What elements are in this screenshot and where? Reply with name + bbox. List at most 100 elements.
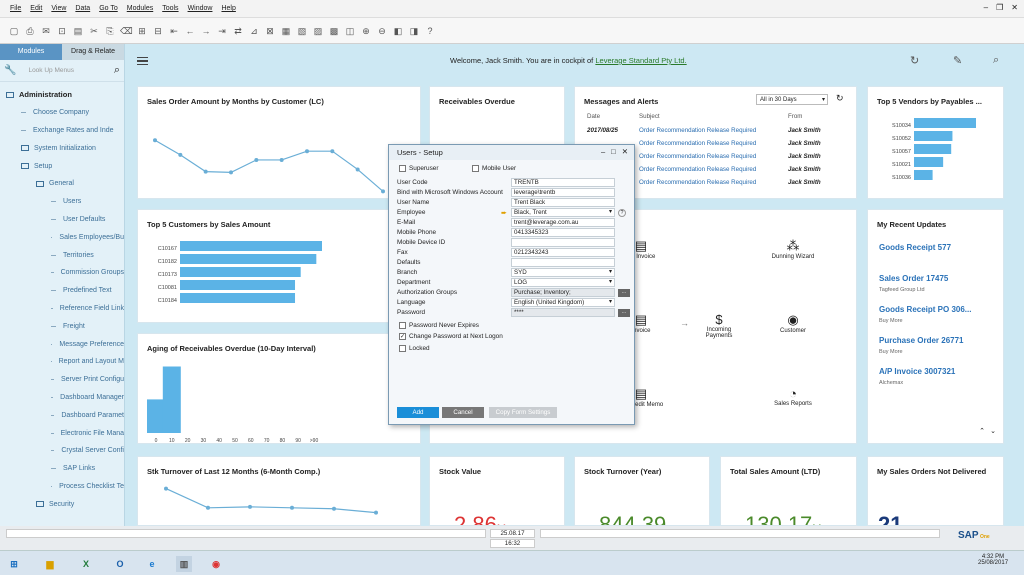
sidebar-item-dashboard-manager[interactable]: Dashboard Manager — [0, 389, 124, 407]
excel-icon[interactable]: X — [82, 559, 89, 569]
info-icon[interactable]: ? — [618, 209, 626, 217]
sidebar-item-choose-company[interactable]: Choose Company — [0, 104, 124, 122]
authorization-groups-field[interactable]: Purchase; Inventory; — [511, 288, 615, 297]
recent-update-link[interactable]: Goods Receipt 577 — [879, 243, 952, 252]
toolbar-tool-21-icon[interactable]: ▩ — [329, 25, 339, 36]
sidebar-item-sales-employees-bu[interactable]: Sales Employees/Bu — [0, 228, 124, 246]
sidebar-item-sap-links[interactable]: SAP Links — [0, 460, 124, 478]
pencil-icon[interactable]: ✎ — [953, 55, 963, 67]
employee-field[interactable]: Black, Trent — [511, 208, 615, 217]
sidebar-item-exchange-rates-and-inde[interactable]: Exchange Rates and Inde — [0, 122, 124, 140]
employee-link-arrow-icon[interactable]: ➨ — [501, 210, 507, 217]
locked-checkbox[interactable] — [399, 345, 406, 352]
sidebar-item-crystal-server-confi[interactable]: Crystal Server Confi — [0, 442, 124, 460]
maximize-icon[interactable]: □ — [611, 147, 616, 156]
restore-icon[interactable]: ❐ — [996, 3, 1004, 12]
toolbar-tool-12-icon[interactable]: ← — [185, 25, 195, 36]
language-field[interactable]: English (United Kingdom) — [511, 298, 615, 307]
toolbar-tool-3-icon[interactable]: ✉ — [42, 25, 50, 36]
password-browse-button[interactable]: ... — [618, 309, 630, 317]
add-button[interactable]: Add — [397, 407, 439, 418]
sidebar-item-general[interactable]: General — [0, 175, 124, 193]
user-name-field[interactable]: Trent Black — [511, 198, 615, 207]
message-row[interactable]: 2017/08/25 Order Recommendation Release R… — [585, 127, 835, 139]
password-never-expires-checkbox[interactable] — [399, 322, 406, 329]
hamburger-icon[interactable] — [137, 57, 148, 65]
toolbar-tool-11-icon[interactable]: ⇤ — [170, 25, 178, 36]
company-link[interactable]: Leverage Standard Pty Ltd. — [595, 56, 687, 65]
toolbar-tool-5-icon[interactable]: ▤ — [73, 25, 83, 36]
tab-drag-relate[interactable]: Drag & Relate — [62, 44, 124, 60]
minimize-icon[interactable]: – — [601, 147, 606, 156]
mobile-phone-field[interactable]: 0413345323 — [511, 228, 615, 237]
sidebar-item-commission-groups[interactable]: Commission Groups — [0, 264, 124, 282]
menu-window[interactable]: Window — [187, 5, 213, 12]
sidebar-item-reference-field-link[interactable]: Reference Field Link — [0, 300, 124, 318]
sidebar-item-process-checklist-te[interactable]: Process Checklist Te — [0, 478, 124, 496]
sidebar-item-electronic-file-mana[interactable]: Electronic File Mana — [0, 424, 124, 442]
toolbar-tool-22-icon[interactable]: ◫ — [345, 25, 355, 36]
search-input[interactable]: Look Up Menus — [28, 66, 74, 74]
superuser-checkbox[interactable] — [399, 165, 406, 172]
toolbar-tool-8-icon[interactable]: ⌫ — [120, 25, 133, 36]
message-row[interactable]: Order Recommendation Release Required Jac… — [585, 166, 835, 178]
toolbar-tool-13-icon[interactable]: → — [201, 25, 211, 36]
message-row[interactable]: Order Recommendation Release Required Jac… — [585, 140, 835, 152]
toolbar-tool-19-icon[interactable]: ▧ — [297, 25, 307, 36]
branch-field[interactable]: SYD — [511, 268, 615, 277]
sidebar-item-dashboard-paramet[interactable]: Dashboard Paramet — [0, 406, 124, 424]
message-filter-select[interactable]: All in 30 Days ▾ — [756, 94, 828, 105]
menu-data[interactable]: Data — [75, 5, 91, 12]
recent-update-link[interactable]: Purchase Order 26771 — [879, 336, 964, 345]
sidebar-item-administration[interactable]: Administration — [0, 86, 124, 104]
mobile-device-id-field[interactable] — [511, 238, 615, 247]
sidebar-item-predefined-text[interactable]: Predefined Text — [0, 282, 124, 300]
toolbar-tool-24-icon[interactable]: ⊖ — [378, 25, 386, 36]
dunning-node[interactable]: ⁂ Dunning Wizard — [768, 238, 818, 260]
tab-modules[interactable]: Modules — [0, 44, 62, 60]
toolbar-tool-25-icon[interactable]: ◧ — [393, 25, 403, 36]
outlook-icon[interactable]: O — [116, 559, 124, 569]
menu-help[interactable]: Help — [221, 5, 236, 12]
cancel-button[interactable]: Cancel — [442, 407, 484, 418]
chevron-up-icon[interactable]: ⌃ — [979, 428, 985, 435]
toolbar-tool-2-icon[interactable]: ⎙ — [26, 25, 34, 36]
menu-edit[interactable]: Edit — [30, 5, 43, 12]
message-row[interactable]: Order Recommendation Release Required Jac… — [585, 153, 835, 165]
toolbar-tool-20-icon[interactable]: ▨ — [313, 25, 323, 36]
sidebar-item-users[interactable]: Users — [0, 193, 124, 211]
sidebar-item-report-and-layout-m[interactable]: Report and Layout M — [0, 353, 124, 371]
change-password-checkbox[interactable]: ✓ — [399, 333, 406, 340]
toolbar-tool-1-icon[interactable]: ▢ — [9, 25, 19, 36]
sidebar-item-setup[interactable]: Setup — [0, 157, 124, 175]
copy-form-settings-button[interactable]: Copy Form Settings — [489, 407, 557, 418]
recent-update-link[interactable]: A/P Invoice 3007321 — [879, 367, 956, 376]
sales-reports-node[interactable]: ◔ Sales Reports — [768, 386, 818, 407]
user-code-field[interactable]: TRENTB — [511, 178, 615, 187]
chevron-down-icon[interactable]: ⌄ — [990, 428, 996, 435]
menu-go-to[interactable]: Go To — [99, 5, 118, 12]
message-row[interactable]: Order Recommendation Release Required Jac… — [585, 179, 835, 191]
ap-invoice-node[interactable]: ▤ AP Invoice — [616, 238, 666, 260]
sidebar-item-territories[interactable]: Territories — [0, 246, 124, 264]
e-mail-field[interactable]: trent@leverage.com.au — [511, 218, 615, 227]
sidebar-item-user-defaults[interactable]: User Defaults — [0, 211, 124, 229]
toolbar-tool-15-icon[interactable]: ⇄ — [234, 25, 242, 36]
fax-field[interactable]: 0212343243 — [511, 248, 615, 257]
toolbar-tool-18-icon[interactable]: ▦ — [281, 25, 291, 36]
menu-tools[interactable]: Tools — [162, 5, 179, 12]
menu-modules[interactable]: Modules — [126, 5, 154, 12]
auth-groups-browse-button[interactable]: ... — [618, 289, 630, 297]
department-field[interactable]: LOG — [511, 278, 615, 287]
toolbar-tool-7-icon[interactable]: ⎘ — [106, 25, 114, 36]
recent-update-link[interactable]: Sales Order 17475 — [879, 274, 949, 283]
incoming-payments-node[interactable]: $ Incoming Payments — [694, 312, 744, 339]
search-icon[interactable]: ⌕ — [113, 64, 120, 76]
sidebar-item-message-preference[interactable]: Message Preference — [0, 335, 124, 353]
sidebar-item-server-print-configu[interactable]: Server Print Configu — [0, 371, 124, 389]
toolbar-tool-10-icon[interactable]: ⊟ — [154, 25, 162, 36]
recent-update-link[interactable]: Goods Receipt PO 306... — [879, 305, 972, 314]
toolbar-tool-26-icon[interactable]: ◨ — [409, 25, 419, 36]
toolbar-tool-9-icon[interactable]: ⊞ — [138, 25, 146, 36]
customer-node[interactable]: ◉ Customer — [768, 312, 818, 334]
